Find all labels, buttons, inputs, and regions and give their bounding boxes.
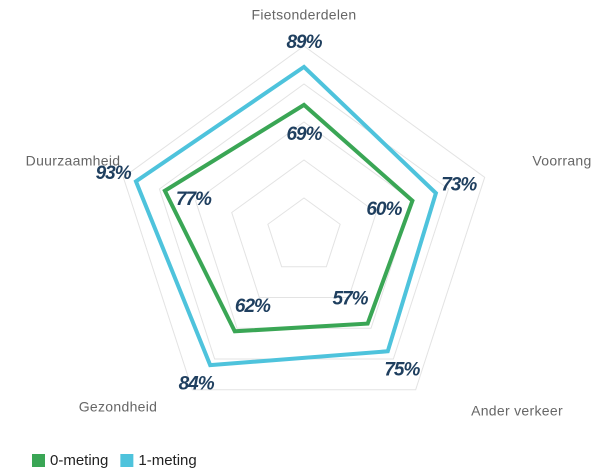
value-label: 69% bbox=[286, 124, 322, 145]
legend-swatch bbox=[32, 454, 45, 467]
category-label: Voorrang bbox=[532, 153, 591, 169]
legend-swatch bbox=[120, 454, 134, 467]
grid-ring bbox=[122, 45, 486, 391]
category-label: Duurzaamheid bbox=[26, 153, 121, 169]
category-label: Gezondheid bbox=[79, 399, 158, 415]
value-label: 77% bbox=[176, 189, 212, 210]
value-label: 57% bbox=[333, 288, 369, 309]
value-label: 93% bbox=[96, 163, 132, 184]
category-label: Ander verkeer bbox=[471, 403, 563, 419]
value-label: 75% bbox=[384, 360, 420, 381]
value-label: 73% bbox=[441, 175, 477, 196]
legend-label: 1-meting bbox=[138, 452, 196, 469]
series-line bbox=[133, 64, 439, 368]
value-label: 84% bbox=[179, 374, 215, 395]
value-label: 62% bbox=[235, 296, 271, 317]
grid-ring bbox=[231, 159, 377, 298]
value-label: 60% bbox=[366, 199, 402, 220]
series-line bbox=[162, 102, 415, 334]
grid-ring bbox=[267, 197, 341, 268]
value-label: 89% bbox=[286, 32, 322, 53]
category-label: Fietsonderdelen bbox=[252, 7, 357, 23]
legend-label: 0-meting bbox=[50, 452, 108, 469]
